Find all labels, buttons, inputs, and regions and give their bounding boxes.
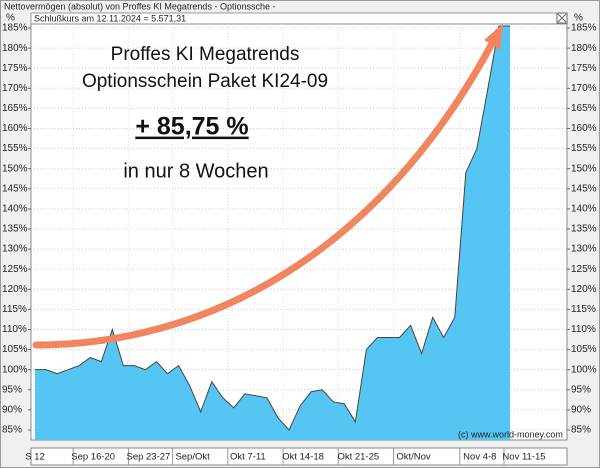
x-tick-label: Sep 16-20: [71, 452, 115, 463]
x-axis-strip: [30, 447, 568, 466]
copyright: (c) www.world-money.com: [458, 429, 563, 439]
y2-tick-label: 105%: [571, 344, 597, 355]
y2-tick-label: 185%: [571, 23, 597, 34]
area: [35, 26, 510, 440]
y-tick-label: 150%: [2, 163, 28, 174]
y-tick-label: 95%: [2, 384, 22, 395]
arrow-head: [484, 24, 503, 50]
x-tick-label: Sep/Okt: [175, 452, 210, 463]
y-tick-label: 170%: [2, 83, 28, 94]
y2-tick-label: 85%: [571, 425, 591, 436]
x-tick-label: Okt/Nov: [396, 452, 431, 463]
y2-tick-label: 125%: [571, 264, 597, 275]
y-tick-label: 110%: [2, 324, 27, 335]
y2-tick-label: 155%: [571, 143, 597, 154]
y-tick-label: 120%: [2, 284, 28, 295]
subtitle: Schlußkurs am 12.11.2024 = 5.571,31: [34, 13, 186, 23]
y-tick-label: 145%: [2, 183, 28, 194]
y2-tick-label: 175%: [571, 63, 597, 74]
y2-tick-label: 110%: [571, 324, 596, 335]
y2-tick-label: 140%: [571, 204, 597, 215]
y2-tick-label: 135%: [571, 224, 597, 235]
y-tick-label: 115%: [2, 304, 27, 315]
x-tick-label: S 12: [25, 452, 45, 463]
y2-tick-label: 165%: [571, 103, 597, 114]
annotation: Proffes KI Megatrends: [111, 44, 300, 65]
y2-tick-label: 130%: [571, 244, 597, 255]
y-tick-label: 165%: [2, 103, 28, 114]
y2-axis-label: %: [574, 13, 583, 24]
y-tick-label: 155%: [2, 143, 28, 154]
y-tick-label: 125%: [2, 264, 28, 275]
y2-tick-label: 180%: [571, 43, 597, 54]
x-tick-label: Sep 23-27: [126, 452, 170, 463]
y-tick-label: 180%: [2, 43, 28, 54]
y2-tick-label: 145%: [571, 183, 597, 194]
y-tick-label: 105%: [2, 344, 28, 355]
x-tick-label: Nov 11-15: [502, 452, 545, 463]
y2-tick-label: 160%: [571, 123, 597, 134]
x-tick-label: Okt 7-11: [230, 452, 266, 463]
y-tick-label: 185%: [2, 23, 28, 34]
y-tick-label: 130%: [2, 244, 28, 255]
y2-tick-label: 115%: [571, 304, 596, 315]
y2-tick-label: 150%: [571, 163, 597, 174]
y2-tick-label: 120%: [571, 284, 597, 295]
x-tick-label: Okt 21-25: [337, 452, 379, 463]
close-icon[interactable]: [556, 12, 568, 24]
y-tick-label: 85%: [2, 425, 22, 436]
annotation: Optionsschein Paket KI24-09: [82, 71, 328, 92]
y2-tick-label: 170%: [571, 83, 597, 94]
annotation: + 85,75 %: [135, 113, 248, 141]
y2-tick-label: 90%: [571, 404, 591, 415]
chart-title: Nettovermögen (absolut) von Proffes KI M…: [4, 1, 275, 11]
y-axis-label: %: [6, 13, 15, 24]
y2-tick-label: 100%: [571, 364, 597, 375]
y-tick-label: 160%: [2, 123, 28, 134]
y-tick-label: 90%: [2, 404, 22, 415]
annotation: in nur 8 Wochen: [123, 160, 268, 182]
y-tick-label: 140%: [2, 204, 28, 215]
y-tick-label: 135%: [2, 224, 28, 235]
x-tick-label: Nov 4-8: [463, 452, 496, 463]
y-tick-label: 175%: [2, 63, 28, 74]
y-tick-label: 100%: [2, 364, 28, 375]
trend-arrow: [32, 28, 502, 349]
x-tick-label: Okt 14-18: [282, 452, 324, 463]
y2-tick-label: 95%: [571, 384, 591, 395]
